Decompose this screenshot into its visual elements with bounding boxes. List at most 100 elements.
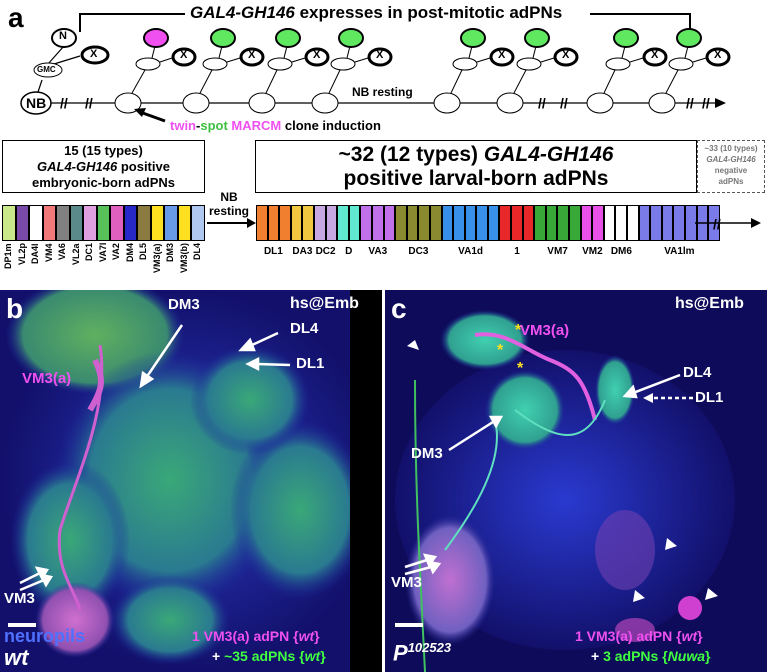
nb-resting-label: NB resting xyxy=(352,85,413,99)
clone-induction-label: twin-spot MARCM clone induction xyxy=(170,118,381,133)
larval-type-label: VM2 xyxy=(582,246,603,257)
x-cell-label: X xyxy=(248,49,256,61)
embryonic-type-label: DL4 xyxy=(192,243,202,261)
panel-b-letter: b xyxy=(6,293,24,324)
panel-a-header: GAL4-GH146 expresses in post-mitotic adP… xyxy=(190,3,563,22)
larval-type-label: D xyxy=(345,246,353,257)
x-cell-label: X xyxy=(376,49,384,61)
label-vm3a: VM3(a) xyxy=(22,370,72,387)
larval-adpn-box: ~32 (12 types) GAL4-GH146 positive larva… xyxy=(255,140,697,193)
larval-type-cell xyxy=(302,205,314,241)
x-cell-label: X xyxy=(313,49,321,61)
panel-b-image: DM3 DL4 DL1 VM3(a) VM3 b hs@Emb neuropil… xyxy=(0,290,382,672)
panel-b-caption-1: 1 VM3(a) adPN {wt} xyxy=(192,628,320,644)
embryonic-type-cell xyxy=(123,205,137,241)
negative-adpn-box: ~33 (10 types) GAL4-GH146 negative adPNs xyxy=(697,140,765,193)
larval-type-label: VM7 xyxy=(547,246,568,257)
embryonic-type-cell xyxy=(83,205,97,241)
embryonic-type-cell xyxy=(69,205,83,241)
larval-type-label: DA3 xyxy=(292,246,313,257)
larval-type-cell xyxy=(569,205,581,241)
larval-type-cell xyxy=(406,205,419,241)
svg-text://: // xyxy=(713,216,721,232)
larval-type-cell xyxy=(267,205,280,241)
larval-type-cell xyxy=(325,205,338,241)
embryonic-type-label: VL2a xyxy=(70,243,81,265)
larval-type-cell xyxy=(418,205,430,241)
x-cell xyxy=(80,45,110,65)
embryonic-type-label: VA6 xyxy=(57,243,67,260)
larval-type-cell xyxy=(348,205,361,241)
larval-type-cell xyxy=(511,205,523,241)
label-vm3a-c: VM3(a) xyxy=(520,322,570,339)
larval-type-cell xyxy=(499,205,512,241)
label-dl4: DL4 xyxy=(290,320,319,337)
larval-type-cell xyxy=(290,205,303,241)
svg-text://: // xyxy=(85,95,93,111)
larval-type-cell xyxy=(453,205,465,241)
x-label: X xyxy=(90,48,98,60)
larval-type-label: DL1 xyxy=(263,246,283,257)
embryonic-type-label: VM4 xyxy=(43,243,54,262)
neuropils-label: neuropils xyxy=(4,626,86,646)
larval-type-cell xyxy=(476,205,488,241)
embryonic-type-cell xyxy=(29,205,43,241)
embryonic-type-strip xyxy=(2,205,205,241)
embryonic-type-label: VM3(b) xyxy=(178,243,189,273)
svg-text://: // xyxy=(560,95,568,111)
star-1: * xyxy=(515,322,522,339)
embryonic-type-label: DP1m xyxy=(3,243,13,269)
panel-a-letter: a xyxy=(8,2,24,33)
label-dm3: DM3 xyxy=(168,296,200,313)
embryonic-type-label: DC1 xyxy=(84,243,94,262)
svg-text://: // xyxy=(538,95,546,111)
embryonic-type-label: VA7l xyxy=(97,243,108,263)
panel-c-caption-1: 1 VM3(a) adPN {wt} xyxy=(575,628,703,644)
svg-text://: // xyxy=(702,95,710,111)
embryonic-type-label: DM3 xyxy=(165,243,175,263)
embryonic-type-cell xyxy=(15,205,29,241)
x-cell-label: X xyxy=(498,49,506,61)
svg-text://: // xyxy=(60,95,68,111)
embryonic-type-label: VL2p xyxy=(16,243,27,266)
larval-type-label: VA3 xyxy=(368,246,388,257)
larval-type-cell xyxy=(580,205,593,241)
larval-type-cell xyxy=(464,205,477,241)
genotype-p: P102523 xyxy=(393,640,452,666)
embryonic-type-label: DL5 xyxy=(138,243,148,261)
panel-c-letter: c xyxy=(391,293,407,324)
embryonic-type-label: DM4 xyxy=(124,243,135,263)
embryonic-type-cell xyxy=(110,205,124,241)
panel-c-image: * * * VM3(a) DL4 DL1 DM3 VM3 c hs@Emb P1… xyxy=(385,290,767,672)
label-dm3-c: DM3 xyxy=(411,445,443,462)
lineage-diagram: // // // // // // xyxy=(20,13,731,123)
svg-text://: // xyxy=(686,95,694,111)
genotype-wt: wt xyxy=(4,645,29,670)
larval-type-cell xyxy=(592,205,604,241)
larval-type-cell xyxy=(627,205,639,241)
nb-resting-arrow-label: NB resting xyxy=(208,190,249,218)
embryonic-type-cell xyxy=(42,205,56,241)
star-2: * xyxy=(497,342,504,359)
larval-type-cell xyxy=(256,205,268,241)
label-dl1-c: DL1 xyxy=(695,389,724,406)
larval-strip-arrow: // xyxy=(695,216,761,232)
label-dl4-c: DL4 xyxy=(683,364,712,381)
embryonic-type-label: VA2 xyxy=(111,243,121,260)
larval-type-cell xyxy=(545,205,558,241)
x-cell-label: X xyxy=(562,49,570,61)
embryonic-type-cell xyxy=(177,205,191,241)
n-cell-label: N xyxy=(59,30,67,42)
scale-bar xyxy=(8,623,36,627)
embryonic-type-label: VM3(a) xyxy=(151,243,162,273)
nb-label: NB xyxy=(26,95,47,111)
label-vm3: VM3 xyxy=(4,590,35,607)
label-dl1: DL1 xyxy=(296,355,325,372)
larval-type-cell xyxy=(441,205,454,241)
embryonic-type-cell xyxy=(150,205,164,241)
larval-type-label: VA1d xyxy=(458,246,483,257)
panel-b-caption-2: + ~35 adPNs {wt} xyxy=(212,648,326,664)
larval-type-cell xyxy=(534,205,546,241)
larval-type-cell xyxy=(638,205,651,241)
larval-type-cell xyxy=(615,205,627,241)
